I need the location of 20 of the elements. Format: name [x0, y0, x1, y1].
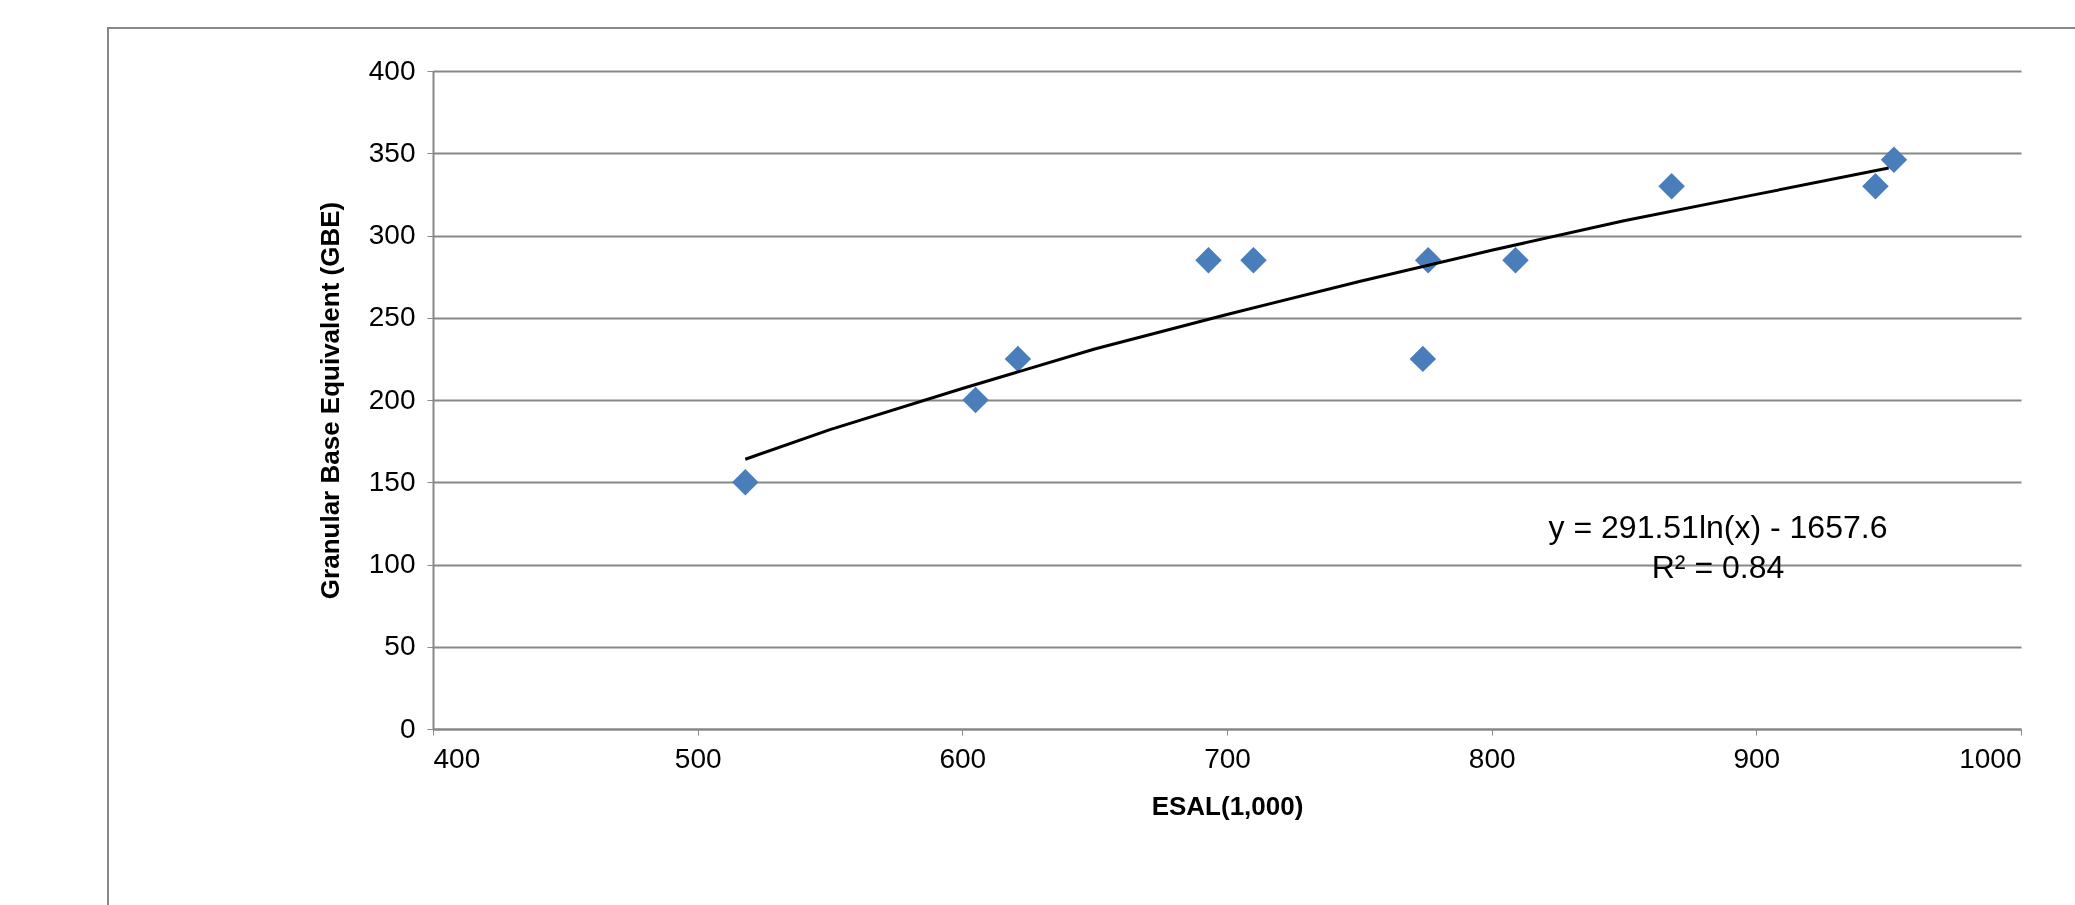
x-tick-label: 400 [433, 742, 481, 774]
y-tick-label: 350 [368, 136, 416, 168]
y-tick-label: 250 [368, 301, 416, 333]
x-tick-label: 1000 [1959, 742, 2022, 774]
x-tick-label: 600 [939, 742, 987, 774]
x-tick-label: 700 [1204, 742, 1251, 774]
x-tick-label: 800 [1468, 742, 1516, 774]
x-tick-label: 500 [674, 742, 722, 774]
y-tick-label: 100 [368, 548, 416, 579]
y-axis-title: Granular Base Equivalent (GBE) [314, 201, 345, 600]
y-tick-label: 150 [368, 465, 416, 497]
x-axis-title: ESAL(1,000) [1151, 790, 1304, 821]
annotation: y = 291.51ln(x) - 1657.6 [1548, 509, 1888, 545]
y-tick-label: 400 [368, 54, 416, 86]
x-tick-label: 900 [1733, 742, 1781, 774]
y-tick-label: 50 [384, 630, 416, 662]
y-tick-label: 300 [368, 219, 416, 250]
y-tick-label: 200 [368, 383, 416, 415]
annotation: R² = 0.84 [1651, 549, 1785, 585]
y-tick-label: 0 [399, 712, 416, 744]
